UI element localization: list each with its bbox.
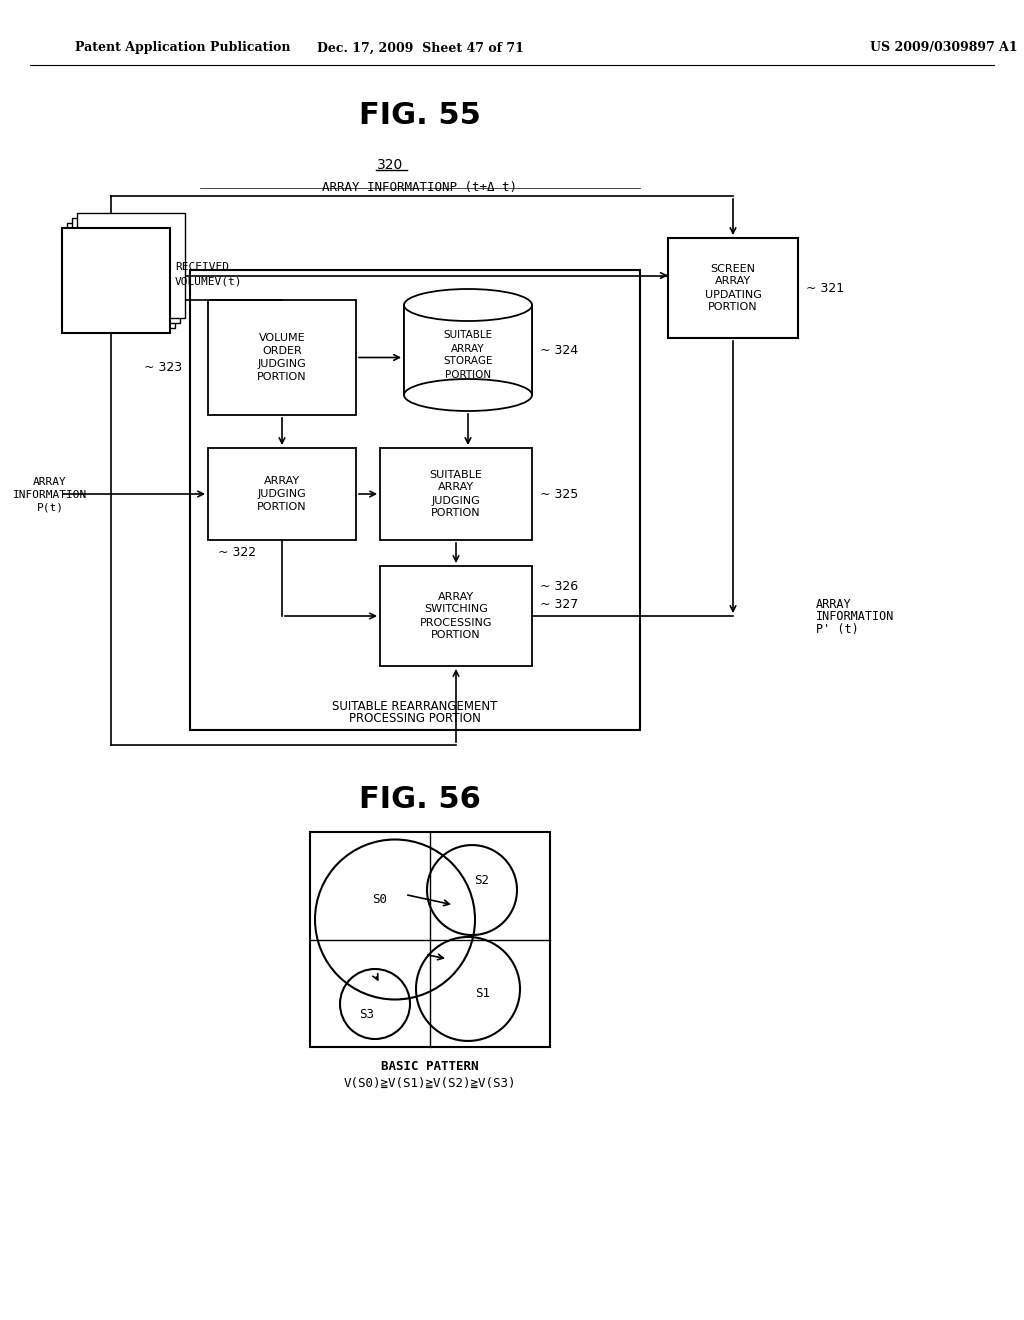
Text: PORTION: PORTION xyxy=(709,302,758,313)
FancyBboxPatch shape xyxy=(380,566,532,667)
Text: ~ 321: ~ 321 xyxy=(806,281,844,294)
FancyBboxPatch shape xyxy=(62,228,170,333)
Text: ARRAY: ARRAY xyxy=(264,477,300,486)
Text: ARRAY INFORMATIONP (t+Δ t): ARRAY INFORMATIONP (t+Δ t) xyxy=(323,181,517,194)
Text: S0: S0 xyxy=(373,894,387,906)
FancyBboxPatch shape xyxy=(310,832,550,1047)
Text: Sn: Sn xyxy=(109,289,123,298)
Text: STORAGE: STORAGE xyxy=(443,356,493,367)
Text: ARRAY: ARRAY xyxy=(816,598,852,610)
FancyBboxPatch shape xyxy=(77,213,185,318)
Text: SCREEN: SCREEN xyxy=(711,264,756,273)
Text: ~ 327: ~ 327 xyxy=(540,598,579,610)
Ellipse shape xyxy=(404,289,532,321)
Text: VOLUMEV(t): VOLUMEV(t) xyxy=(175,276,243,286)
Text: ~ 325: ~ 325 xyxy=(540,487,579,500)
Text: ~ 323: ~ 323 xyxy=(144,360,182,374)
Text: SUITABLE: SUITABLE xyxy=(429,470,482,479)
Text: PORTION: PORTION xyxy=(431,508,481,519)
Text: INFORMATION: INFORMATION xyxy=(77,276,155,285)
Text: JUDGING: JUDGING xyxy=(432,495,480,506)
FancyBboxPatch shape xyxy=(190,271,640,730)
Text: JUDGING: JUDGING xyxy=(258,359,306,370)
Text: US 2009/0309897 A1: US 2009/0309897 A1 xyxy=(870,41,1018,54)
Text: SCREEN: SCREEN xyxy=(93,263,138,272)
Text: FIG. 55: FIG. 55 xyxy=(359,100,481,129)
Text: SWITCHING: SWITCHING xyxy=(424,605,488,615)
Text: ARRAY: ARRAY xyxy=(715,276,751,286)
Text: ARRAY: ARRAY xyxy=(438,483,474,492)
Text: 320: 320 xyxy=(377,158,403,172)
Text: ARRAY: ARRAY xyxy=(438,591,474,602)
Text: BASIC PATTERN: BASIC PATTERN xyxy=(381,1060,479,1073)
Text: ~ 326: ~ 326 xyxy=(540,579,579,593)
Text: UPDATING: UPDATING xyxy=(705,289,762,300)
Text: S1: S1 xyxy=(475,987,490,1001)
Text: JUDGING: JUDGING xyxy=(258,488,306,499)
FancyBboxPatch shape xyxy=(380,447,532,540)
Text: PORTION: PORTION xyxy=(445,370,492,380)
Text: PROCESSING PORTION: PROCESSING PORTION xyxy=(349,713,481,726)
FancyBboxPatch shape xyxy=(208,300,356,414)
Text: SUITABLE: SUITABLE xyxy=(443,330,493,341)
Text: RECEIVED: RECEIVED xyxy=(175,263,229,272)
FancyBboxPatch shape xyxy=(208,447,356,540)
FancyBboxPatch shape xyxy=(72,218,180,323)
Text: ARRAY: ARRAY xyxy=(33,477,67,487)
Text: PORTION: PORTION xyxy=(431,631,481,640)
Text: PORTION: PORTION xyxy=(257,372,307,381)
Text: SUITABLE REARRANGEMENT: SUITABLE REARRANGEMENT xyxy=(333,700,498,713)
Text: ARRAY: ARRAY xyxy=(452,343,484,354)
Text: P(t): P(t) xyxy=(37,503,63,513)
Text: S2: S2 xyxy=(474,874,489,887)
FancyBboxPatch shape xyxy=(67,223,175,327)
Text: Patent Application Publication: Patent Application Publication xyxy=(75,41,291,54)
Text: PROCESSING: PROCESSING xyxy=(420,618,493,627)
Text: ORDER: ORDER xyxy=(262,346,302,356)
Text: V(S0)≧V(S1)≧V(S2)≧V(S3): V(S0)≧V(S1)≧V(S2)≧V(S3) xyxy=(344,1077,516,1089)
Text: S3: S3 xyxy=(359,1007,375,1020)
Text: Dec. 17, 2009  Sheet 47 of 71: Dec. 17, 2009 Sheet 47 of 71 xyxy=(316,41,523,54)
Text: P' (t): P' (t) xyxy=(816,623,859,636)
FancyBboxPatch shape xyxy=(404,305,532,395)
Text: ~ 324: ~ 324 xyxy=(540,343,579,356)
Ellipse shape xyxy=(404,379,532,411)
Text: FIG. 56: FIG. 56 xyxy=(359,785,481,814)
FancyBboxPatch shape xyxy=(668,238,798,338)
Text: PORTION: PORTION xyxy=(257,502,307,512)
Text: INFORMATION: INFORMATION xyxy=(13,490,87,500)
Text: VOLUME: VOLUME xyxy=(259,333,305,343)
Text: INFORMATION: INFORMATION xyxy=(816,610,894,623)
Text: ~ 322: ~ 322 xyxy=(218,545,256,558)
